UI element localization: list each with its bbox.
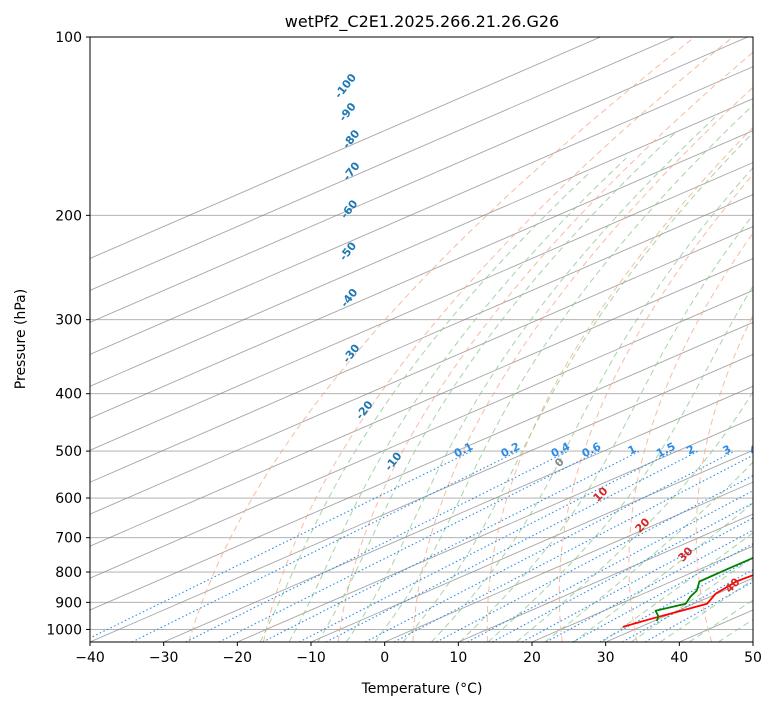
moist-adiabat-line bbox=[402, 132, 753, 642]
isotherm-line bbox=[90, 321, 753, 611]
moist-adiabat-line bbox=[431, 166, 753, 642]
isotherm-line bbox=[458, 513, 753, 642]
isotherm-line bbox=[384, 481, 753, 642]
axes: −40 −30 −20 −10 0 10 20 30 40 50 100 200 300 400 500 60… bbox=[46, 30, 762, 666]
x-tick-label: −20 bbox=[223, 650, 253, 666]
mixing-ratio-line bbox=[185, 450, 569, 642]
isotherm-line bbox=[310, 449, 753, 642]
moist-adiabat-line bbox=[516, 390, 753, 642]
dry-adiabat-line bbox=[412, 86, 753, 642]
y-tick-label: 1000 bbox=[46, 622, 82, 638]
dry-adiabat-line bbox=[558, 173, 753, 642]
x-tick-label: 30 bbox=[597, 650, 615, 666]
moist-adiabat-line bbox=[602, 532, 753, 642]
x-axis-label: Temperature (°C) bbox=[361, 681, 483, 697]
mixing-ratio-line bbox=[599, 557, 753, 642]
moist-adiabat-line bbox=[345, 113, 719, 642]
x-tick-label: −30 bbox=[149, 650, 179, 666]
y-tick-label: 400 bbox=[55, 387, 82, 403]
isotherm-line bbox=[90, 37, 675, 291]
mixing-ratio-line bbox=[131, 450, 519, 642]
y-tick-label: 700 bbox=[55, 531, 82, 547]
y-tick-label: 600 bbox=[55, 491, 82, 507]
x-tick-label: 20 bbox=[523, 650, 541, 666]
isotherm-line bbox=[90, 353, 753, 642]
moist-adiabat-line bbox=[573, 502, 753, 642]
mixing-ratio-line bbox=[436, 474, 753, 642]
dry-adiabat-line bbox=[695, 314, 753, 642]
dry-adiabat-line bbox=[486, 126, 753, 642]
mixing-ratio-line bbox=[622, 569, 753, 642]
y-tick-label: 100 bbox=[55, 30, 82, 46]
x-tick-label: 10 bbox=[449, 650, 467, 666]
isotherm-line bbox=[90, 66, 753, 355]
isotherm-line bbox=[90, 37, 748, 323]
x-tick-label: −40 bbox=[75, 650, 105, 666]
mixing-ratio-line bbox=[521, 517, 753, 642]
mixing-ratio-line bbox=[90, 450, 472, 639]
isotherm-line bbox=[90, 130, 753, 419]
mixing-ratio-line bbox=[262, 450, 641, 642]
x-tick-label: −10 bbox=[296, 650, 326, 666]
isotherm-line bbox=[163, 385, 753, 642]
x-tick-label: 50 bbox=[744, 650, 762, 666]
moist-adiabat-line bbox=[630, 557, 753, 642]
y-axis-label: Pressure (hPa) bbox=[13, 289, 29, 389]
isotherm-line bbox=[90, 194, 753, 483]
isotherm-line bbox=[90, 257, 753, 547]
moist-adiabat-line bbox=[317, 132, 676, 642]
moist-adiabat-line bbox=[288, 157, 627, 642]
moist-adiabat-line bbox=[374, 104, 753, 642]
y-tick-label: 800 bbox=[55, 565, 82, 581]
mixing-ratio-label: 4 bbox=[747, 442, 760, 457]
y-tick-label: 500 bbox=[55, 444, 82, 460]
dry-adiabat-line bbox=[188, 37, 695, 642]
mixing-ratio-line bbox=[572, 543, 753, 642]
isotherm-line bbox=[90, 226, 753, 515]
moist-adiabat-line bbox=[659, 579, 753, 642]
x-tick-label: 0 bbox=[380, 650, 389, 666]
isotherm-line bbox=[90, 37, 601, 259]
isotherm-line bbox=[90, 98, 753, 387]
isotherm-line bbox=[237, 417, 753, 642]
mixing-ratio-line bbox=[644, 581, 753, 642]
background-lines bbox=[90, 37, 753, 642]
dry-adiabat-line bbox=[263, 37, 734, 642]
y-tick-label: 200 bbox=[55, 208, 82, 224]
profile-lines bbox=[622, 556, 753, 628]
plot-frame bbox=[89, 36, 754, 643]
mixing-ratio-line bbox=[218, 450, 600, 642]
moist-adiabat-line bbox=[487, 285, 753, 642]
x-tick-label: 40 bbox=[670, 650, 688, 666]
mixing-ratio-line bbox=[546, 529, 753, 642]
moist-adiabat-line bbox=[259, 173, 589, 642]
isotherm-line bbox=[90, 289, 753, 579]
moist-adiabat-line bbox=[459, 214, 753, 642]
mixing-ratio-line bbox=[365, 450, 735, 642]
isotherm-line bbox=[90, 162, 753, 451]
mixing-ratio-line bbox=[393, 454, 753, 642]
y-tick-label: 300 bbox=[55, 313, 82, 329]
y-tick-label: 900 bbox=[55, 595, 82, 611]
chart-title: wetPf2_C2E1.2025.266.21.26.G26 bbox=[285, 12, 559, 32]
dewpoint-profile-line bbox=[654, 556, 753, 622]
mixing-ratio-line bbox=[298, 450, 674, 642]
